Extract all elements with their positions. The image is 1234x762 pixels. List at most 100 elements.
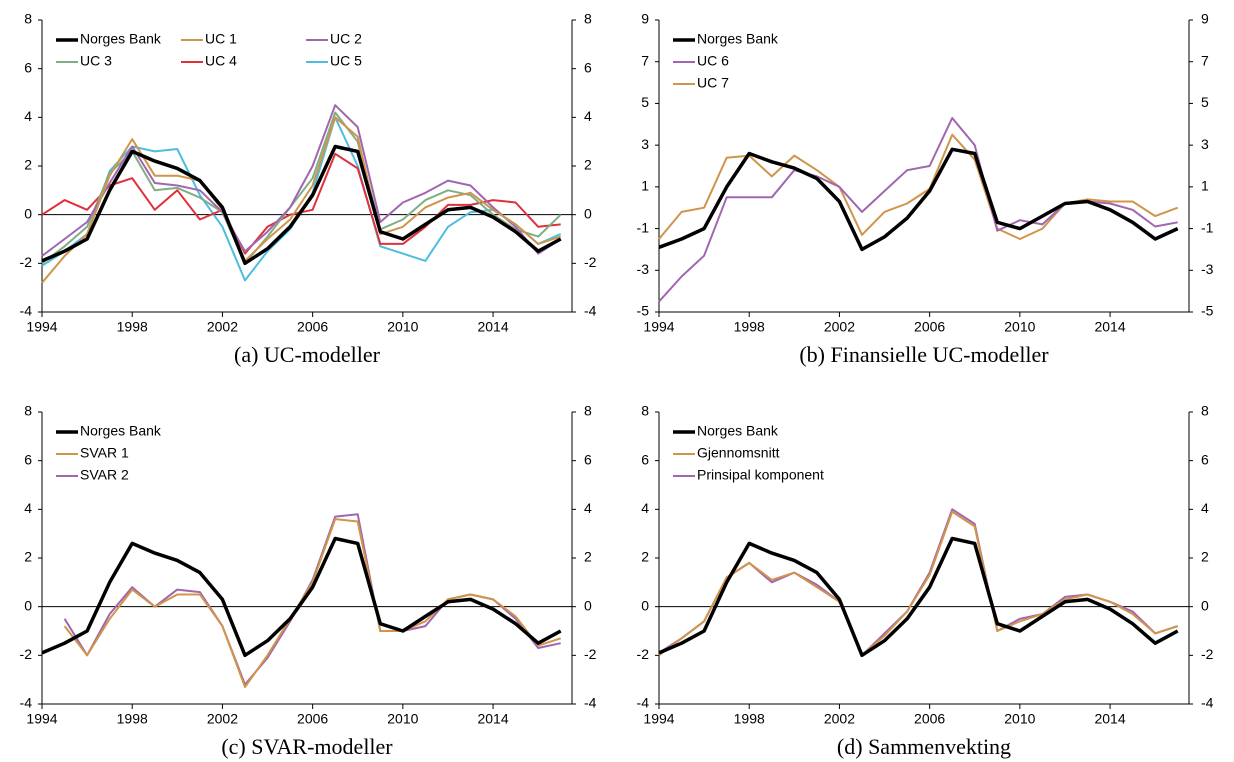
y-tick-label: 8: [24, 11, 32, 27]
y-tick-label: 4: [641, 500, 649, 516]
y-tick-label: 4: [24, 108, 32, 124]
series-line: [63, 518, 562, 688]
y-tick-label: 3: [641, 136, 649, 152]
y-tick-label: -2: [20, 254, 33, 270]
y-tick-label: 0: [24, 597, 32, 613]
y2-tick-label: 6: [584, 59, 592, 75]
legend-label: UC 4: [205, 53, 237, 69]
y-tick-label: 0: [24, 205, 32, 221]
series-line: [658, 536, 1179, 658]
y2-tick-label: -2: [584, 254, 597, 270]
y-tick-label: 6: [24, 451, 32, 467]
y2-tick-label: 4: [1201, 500, 1209, 516]
x-tick-label: 2006: [297, 319, 328, 335]
x-tick-label: 2006: [297, 711, 328, 727]
legend-label: UC 6: [697, 53, 729, 69]
y-tick-label: 2: [24, 549, 32, 565]
legend-label: UC 7: [697, 75, 729, 91]
y2-tick-label: 2: [1201, 549, 1209, 565]
legend-label: Gjennomsnitt: [697, 445, 780, 461]
legend-label: SVAR 1: [80, 445, 129, 461]
series-line: [658, 510, 1179, 657]
x-tick-label: 2006: [914, 319, 945, 335]
x-tick-label: 2010: [387, 711, 418, 727]
x-tick-label: 2014: [1094, 711, 1125, 727]
y2-tick-label: 8: [584, 403, 592, 419]
y2-tick-label: 4: [584, 500, 592, 516]
chart-title: (a) UC-modeller: [234, 342, 381, 367]
legend-label: Norges Bank: [80, 31, 162, 47]
y2-tick-label: 8: [584, 11, 592, 27]
y2-tick-label: 1: [1201, 178, 1209, 194]
y2-tick-label: -4: [584, 303, 597, 319]
x-tick-label: 2002: [207, 711, 238, 727]
y-tick-label: 2: [24, 157, 32, 173]
y2-tick-label: 9: [1201, 11, 1209, 27]
y2-tick-label: -2: [1201, 646, 1214, 662]
x-tick-label: 1998: [734, 319, 765, 335]
y2-tick-label: 6: [584, 451, 592, 467]
x-tick-label: 2006: [914, 711, 945, 727]
legend-label: Norges Bank: [80, 423, 162, 439]
x-tick-label: 1994: [26, 319, 57, 335]
legend-label: UC 5: [330, 53, 362, 69]
y2-tick-label: 5: [1201, 94, 1209, 110]
x-tick-label: 2014: [477, 319, 508, 335]
series-line: [41, 104, 562, 257]
y2-tick-label: 2: [584, 157, 592, 173]
y-tick-label: 4: [24, 500, 32, 516]
y-tick-label: 6: [24, 59, 32, 75]
y-tick-label: -4: [637, 695, 650, 711]
series-line: [41, 536, 562, 658]
x-tick-label: 1994: [643, 711, 674, 727]
y-tick-label: -4: [20, 303, 33, 319]
chart-title: (d) Sammenvekting: [837, 734, 1011, 759]
y-tick-label: 7: [641, 52, 649, 68]
x-tick-label: 2014: [1094, 319, 1125, 335]
legend-label: UC 3: [80, 53, 112, 69]
x-tick-label: 1998: [117, 319, 148, 335]
y-tick-label: 0: [641, 597, 649, 613]
x-tick-label: 1994: [643, 319, 674, 335]
y-tick-label: -2: [20, 646, 33, 662]
y2-tick-label: 4: [584, 108, 592, 124]
y2-tick-label: 7: [1201, 52, 1209, 68]
chart-title: (b) Finansielle UC-modeller: [799, 342, 1049, 367]
y2-tick-label: 0: [584, 205, 592, 221]
y2-tick-label: -4: [584, 695, 597, 711]
y2-tick-label: -1: [1201, 219, 1214, 235]
y-tick-label: 2: [641, 549, 649, 565]
x-tick-label: 1998: [117, 711, 148, 727]
x-tick-label: 2002: [824, 711, 855, 727]
y-tick-label: 5: [641, 94, 649, 110]
y2-tick-label: -2: [584, 646, 597, 662]
y-tick-label: 8: [641, 403, 649, 419]
legend-label: SVAR 2: [80, 467, 129, 483]
series-line: [658, 508, 1179, 657]
legend-label: Norges Bank: [697, 31, 779, 47]
y-tick-label: -2: [637, 646, 650, 662]
y-tick-label: 1: [641, 178, 649, 194]
x-tick-label: 2002: [824, 319, 855, 335]
y-tick-label: -1: [637, 219, 650, 235]
x-tick-label: 2010: [387, 319, 418, 335]
y2-tick-label: -5: [1201, 303, 1214, 319]
series-line: [658, 147, 1179, 252]
y-tick-label: 6: [641, 451, 649, 467]
x-tick-label: 2014: [477, 711, 508, 727]
x-tick-label: 2010: [1004, 711, 1035, 727]
legend-label: UC 2: [330, 31, 362, 47]
series-line: [658, 117, 1178, 303]
y-tick-label: 8: [24, 403, 32, 419]
y2-tick-label: 0: [1201, 597, 1209, 613]
y2-tick-label: 2: [584, 549, 592, 565]
y2-tick-label: 0: [584, 597, 592, 613]
series-line: [63, 513, 561, 686]
y2-tick-label: -4: [1201, 695, 1214, 711]
x-tick-label: 2002: [207, 319, 238, 335]
series-line: [41, 144, 562, 266]
y-tick-label: -4: [20, 695, 33, 711]
y2-tick-label: 3: [1201, 136, 1209, 152]
